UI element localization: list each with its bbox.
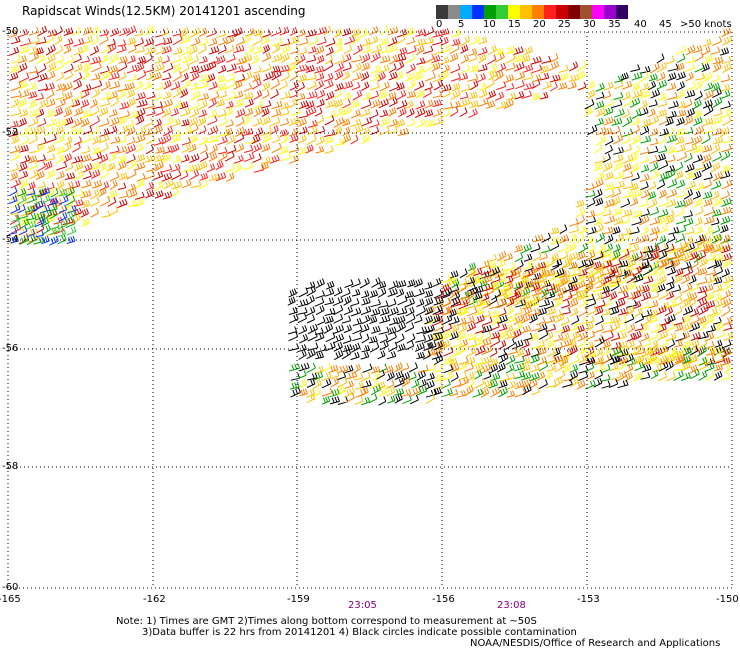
legend-swatch	[544, 5, 556, 19]
wind-speed-color-legend	[436, 5, 628, 19]
legend-swatch	[496, 5, 508, 19]
legend-label: 0	[436, 19, 443, 30]
legend-label: 25	[558, 19, 571, 30]
legend-swatch	[436, 5, 448, 19]
credit-line: NOAA/NESDIS/Office of Research and Appli…	[470, 638, 721, 649]
legend-label: 5	[458, 19, 465, 30]
wind-speed-legend-labels: 0 5 10 15 20 25 30 35 40 45 >50 knots	[436, 19, 740, 31]
legend-swatch	[484, 5, 496, 19]
legend-label: 10	[483, 19, 496, 30]
longitude-label: -162	[143, 594, 166, 605]
legend-swatch	[616, 5, 628, 19]
wind-barb-layer	[8, 24, 734, 406]
legend-label: 40	[634, 19, 647, 30]
notes-line-1: Note: 1) Times are GMT 2)Times along bot…	[116, 616, 537, 627]
legend-swatch	[568, 5, 580, 19]
legend-label: >50 knots	[680, 19, 732, 30]
legend-label: 45	[659, 19, 672, 30]
legend-swatch	[556, 5, 568, 19]
legend-label: 35	[608, 19, 621, 30]
legend-swatch	[532, 5, 544, 19]
legend-swatch	[604, 5, 616, 19]
latitude-label: -56	[2, 343, 19, 354]
lat-lon-grid	[7, 31, 733, 589]
longitude-label: -156	[432, 594, 455, 605]
longitude-label: -159	[287, 594, 310, 605]
legend-label: 30	[583, 19, 596, 30]
time-label: 23:08	[497, 600, 526, 611]
longitude-label: -165	[0, 594, 21, 605]
legend-swatch	[472, 5, 484, 19]
legend-label: 20	[533, 19, 546, 30]
legend-swatch	[580, 5, 592, 19]
legend-label: 15	[508, 19, 521, 30]
notes-block: Note: 1) Times are GMT 2)Times along bot…	[116, 616, 577, 638]
map-title: Rapidscat Winds(12.5KM) 20141201 ascendi…	[22, 4, 306, 18]
latitude-label: -54	[2, 234, 19, 245]
legend-swatch	[460, 5, 472, 19]
latitude-label: -52	[2, 127, 19, 138]
time-label: 23:05	[348, 600, 377, 611]
legend-swatch	[448, 5, 460, 19]
longitude-label: -150	[716, 594, 739, 605]
notes-line-2: 3)Data buffer is 22 hrs from 20141201 4)…	[142, 627, 577, 638]
legend-swatch	[508, 5, 520, 19]
latitude-label: -50	[2, 26, 19, 37]
legend-swatch	[592, 5, 604, 19]
longitude-label: -153	[577, 594, 600, 605]
latitude-label: -58	[2, 461, 19, 472]
latitude-label: -60	[2, 582, 19, 593]
legend-swatch	[520, 5, 532, 19]
